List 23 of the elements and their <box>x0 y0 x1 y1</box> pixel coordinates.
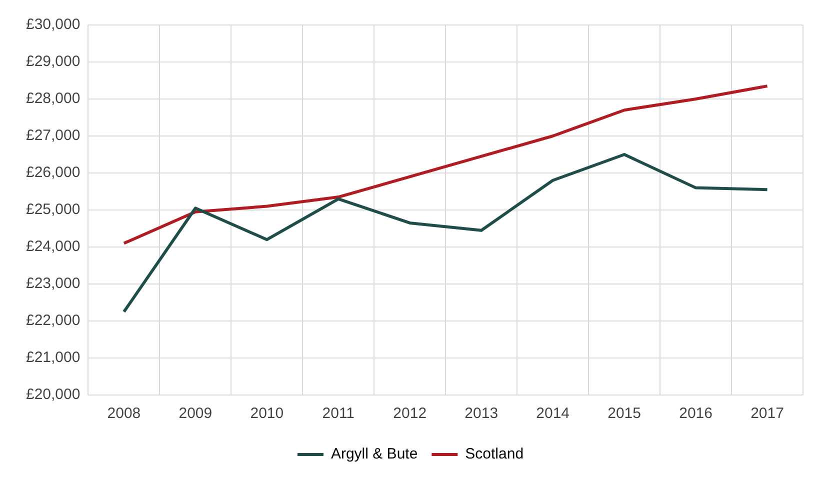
x-tick-label: 2015 <box>608 405 641 422</box>
x-tick-label: 2010 <box>250 405 284 422</box>
x-tick-label: 2011 <box>322 405 355 422</box>
x-tick-label: 2017 <box>750 405 784 422</box>
y-tick-label: £26,000 <box>26 164 80 182</box>
x-tick-label: 2009 <box>178 405 212 422</box>
y-tick-label: £30,000 <box>26 16 80 34</box>
x-tick-label: 2012 <box>393 405 427 422</box>
legend-label: Scotland <box>465 446 524 463</box>
x-tick-label: 2014 <box>536 405 570 422</box>
y-tick-label: £28,000 <box>26 90 80 108</box>
x-tick-label: 2008 <box>107 405 141 422</box>
y-tick-label: £21,000 <box>26 349 80 366</box>
y-tick-label: £23,000 <box>26 275 80 292</box>
legend-label: Argyll & Bute <box>330 446 418 463</box>
y-tick-label: £24,000 <box>26 238 80 256</box>
y-tick-label: £27,000 <box>26 127 80 144</box>
x-tick-label: 2016 <box>679 405 712 422</box>
y-tick-label: £20,000 <box>26 386 80 404</box>
x-tick-label: 2013 <box>464 405 498 422</box>
y-tick-label: £22,000 <box>26 312 80 330</box>
y-tick-label: £25,000 <box>26 201 80 218</box>
y-tick-label: £29,000 <box>26 53 80 70</box>
